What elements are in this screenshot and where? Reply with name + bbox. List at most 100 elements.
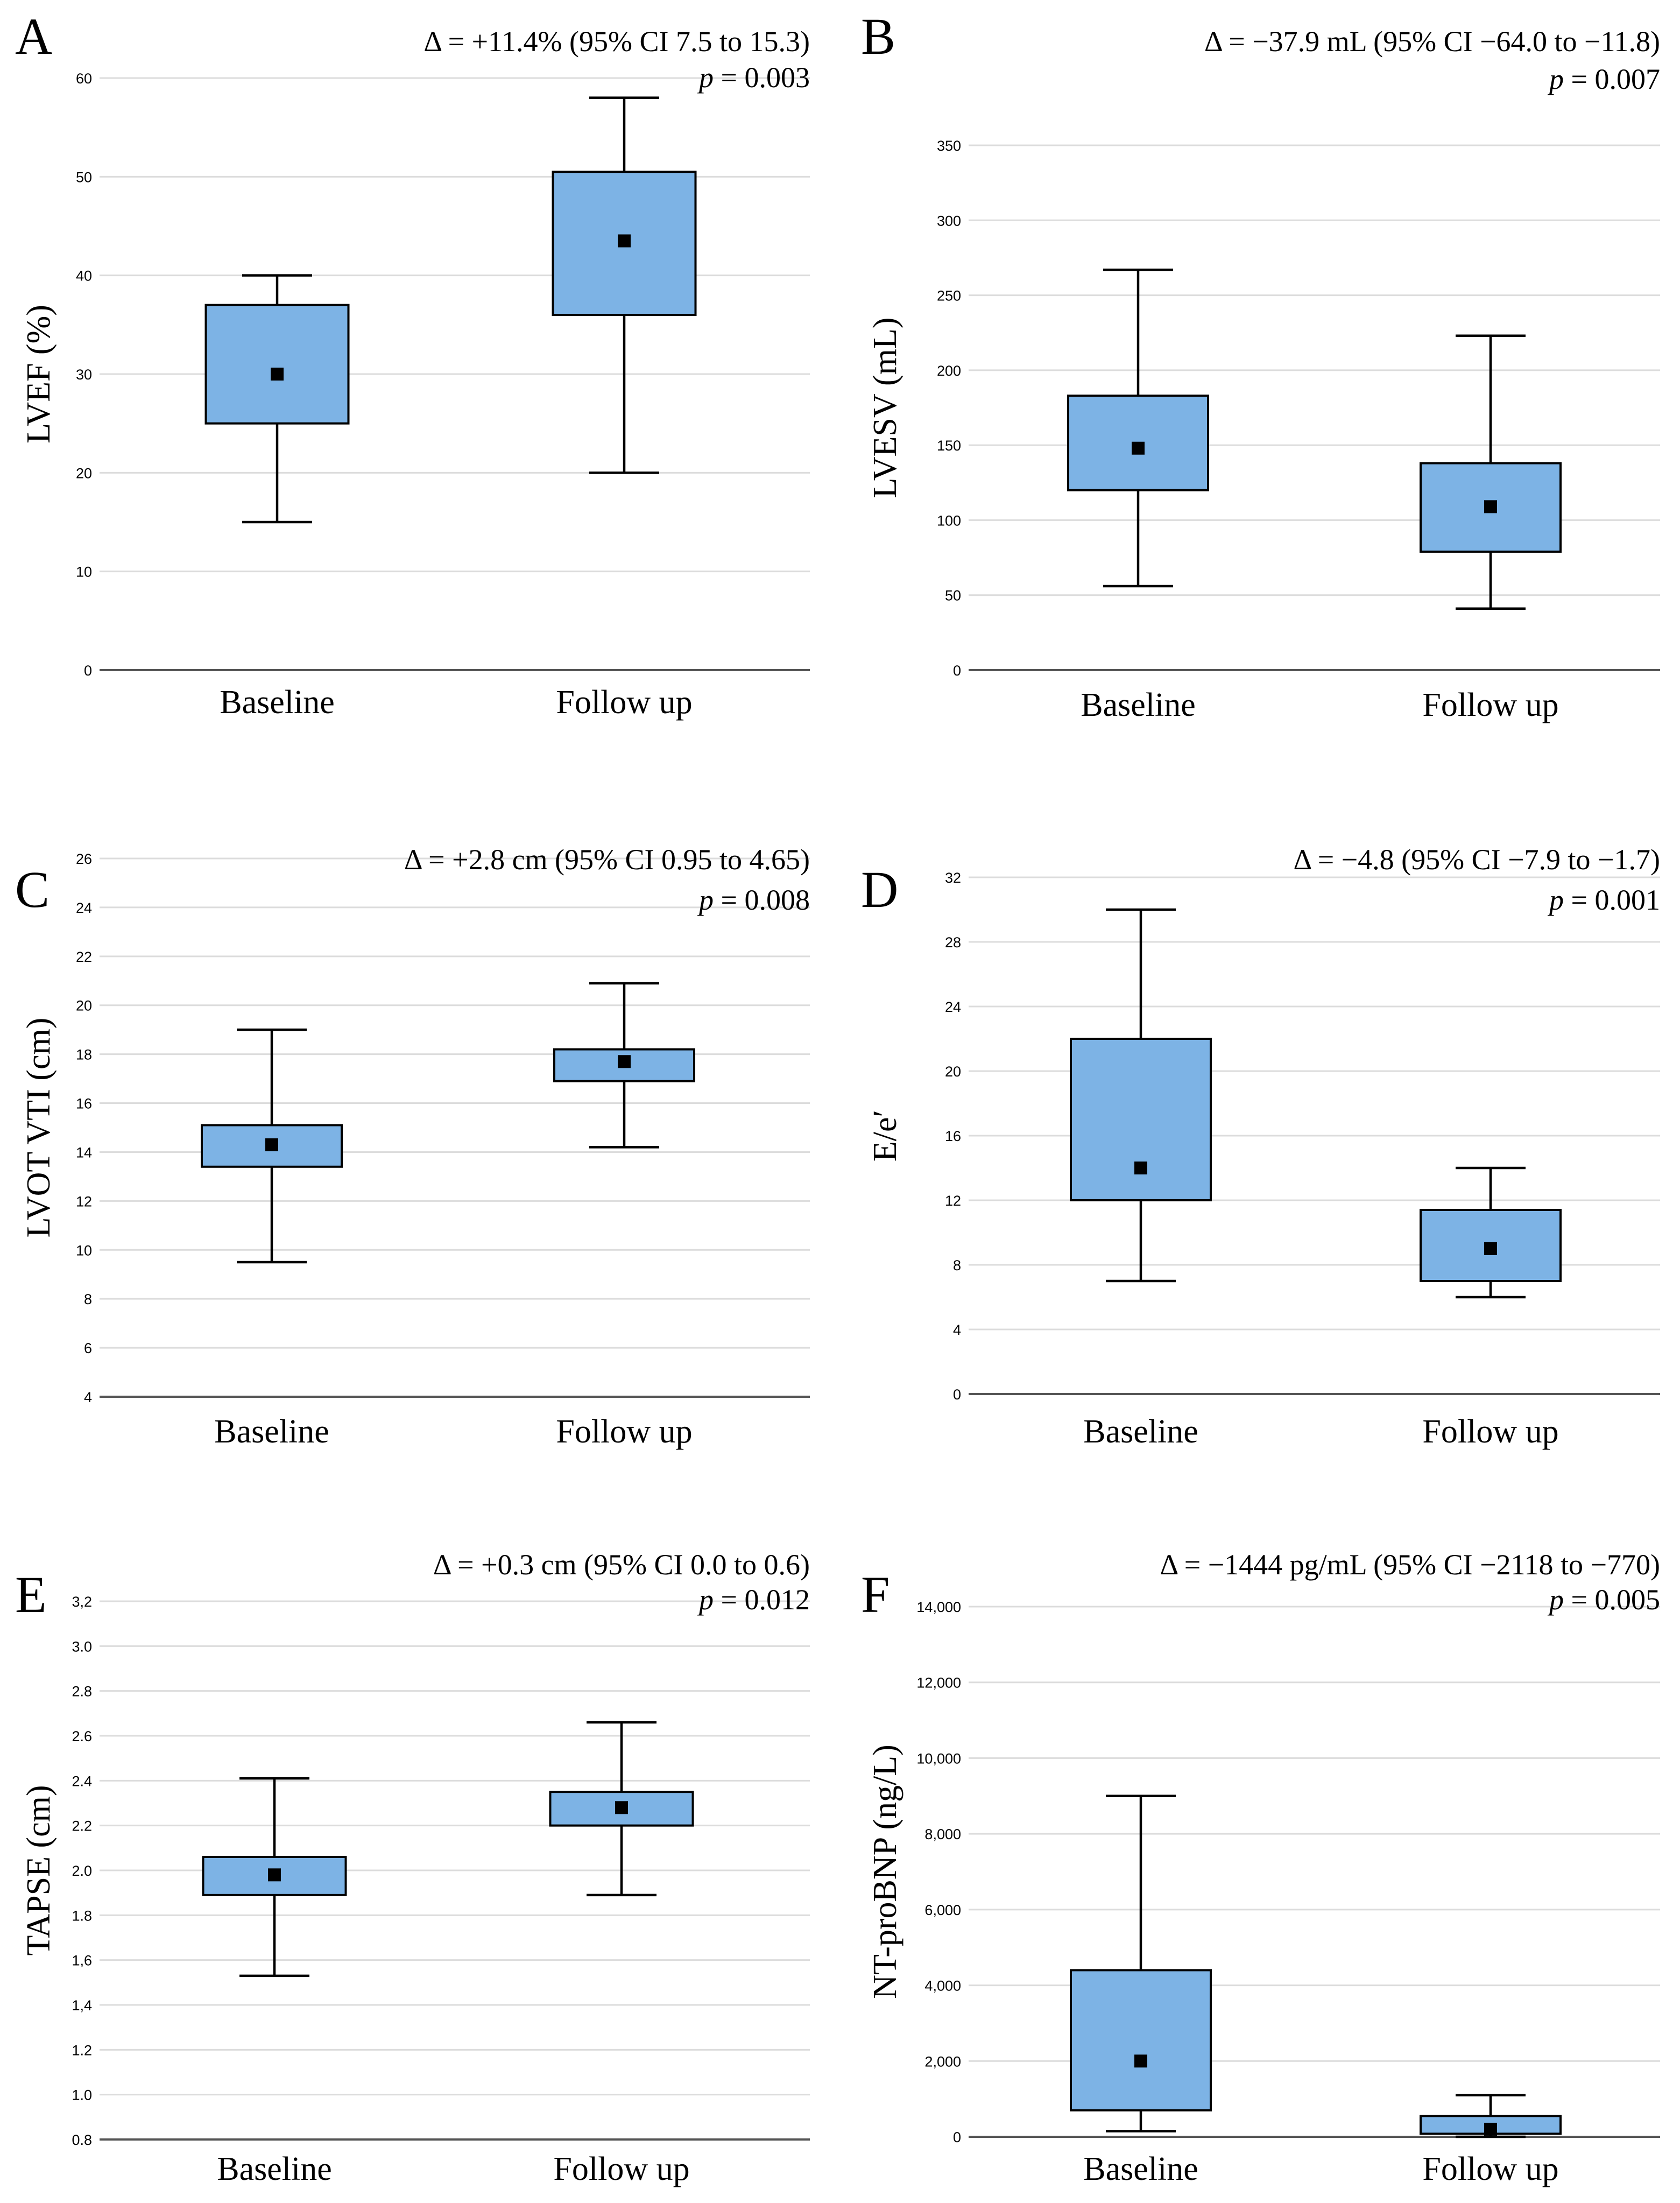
box-baseline — [1067, 268, 1209, 588]
delta-annotation: Δ = −37.9 mL (95% CI −64.0 to −11.8) — [1204, 25, 1660, 58]
panel-a: 0 10 20 30 40 50 60 Baseline Follow up LVEF (%) A Δ… — [15, 8, 810, 721]
p-symbol: p — [1547, 1583, 1564, 1616]
y-tick-label: 1.0 — [72, 2087, 92, 2103]
y-tick-label: 14 — [76, 1144, 92, 1160]
y-tick-label: 20 — [76, 998, 92, 1014]
p-value: = 0.005 — [1564, 1583, 1660, 1616]
y-tick-label: 3.0 — [72, 1638, 92, 1655]
y-tick-label: 2,000 — [924, 2053, 961, 2070]
y-tick-label: 250 — [937, 288, 961, 304]
p-symbol: p — [697, 884, 714, 916]
p-value-annotation: p = 0.012 — [697, 1583, 810, 1616]
panel-b: 0 50 100 150 200 250 300 350 Baseline Follow up LV… — [861, 8, 1660, 723]
p-value: = 0.001 — [1564, 884, 1660, 916]
mean-marker — [618, 234, 631, 248]
panel-e: 0.8 1.0 1.2 1,4 1,6 1.8 2.0 2.2 2.4 2.6 2.8 3.0 3,2 B… — [15, 1549, 810, 2187]
box-baseline — [202, 1777, 347, 1977]
y-axis-label: NT-proBNP (ng/L) — [867, 1744, 903, 1998]
x-category-label: Baseline — [1081, 687, 1196, 723]
mean-marker — [1134, 2054, 1147, 2068]
y-tick-label: 30 — [76, 367, 92, 383]
mean-marker — [1134, 1162, 1147, 1174]
y-tick-label: 10,000 — [916, 1750, 961, 1766]
box-follow-up — [1420, 2094, 1562, 2138]
y-tick-label: 4 — [953, 1322, 961, 1338]
x-category-label: Baseline — [1083, 2151, 1198, 2187]
mean-marker — [615, 1801, 628, 1814]
delta-annotation: Δ = +0.3 cm (95% CI 0.0 to 0.6) — [433, 1549, 810, 1581]
mean-marker — [618, 1055, 631, 1068]
y-tick-label: 0 — [84, 663, 92, 679]
y-tick-label: 16 — [76, 1096, 92, 1112]
y-tick-label: 10 — [76, 1242, 92, 1258]
y-tick-label: 8 — [953, 1257, 961, 1273]
y-tick-label: 60 — [76, 71, 92, 87]
y-tick-label: 32 — [945, 870, 961, 886]
mean-marker — [1484, 2122, 1497, 2136]
panel-c: 4 6 8 10 12 14 16 18 20 22 24 26 Baseline Follow up LV… — [15, 843, 810, 1450]
x-category-label: Baseline — [214, 1413, 329, 1450]
y-tick-label: 2.2 — [72, 1818, 92, 1834]
p-value: = 0.003 — [714, 61, 810, 94]
box-follow-up — [553, 982, 695, 1149]
x-category-label: Follow up — [1422, 687, 1558, 723]
delta-annotation: Δ = −4.8 (95% CI −7.9 to −1.7) — [1293, 843, 1660, 876]
p-value: = 0.012 — [714, 1583, 810, 1616]
y-tick-label: 6,000 — [924, 1902, 961, 1918]
y-tick-label: 0 — [953, 1386, 961, 1403]
p-value: = 0.008 — [714, 884, 810, 916]
p-value-annotation: p = 0.005 — [1547, 1583, 1660, 1616]
y-tick-label: 1.2 — [72, 2042, 92, 2058]
iqr-box — [1070, 1969, 1212, 2111]
y-tick-label: 24 — [945, 999, 961, 1015]
mean-marker — [268, 1868, 281, 1882]
box-follow-up — [1420, 1166, 1562, 1299]
y-tick-label: 1,6 — [72, 1953, 92, 1969]
x-category-label: Follow up — [556, 684, 692, 721]
y-tick-label: 0 — [953, 2129, 961, 2145]
y-tick-label: 12,000 — [916, 1675, 961, 1691]
y-tick-label: 1.8 — [72, 1908, 92, 1924]
p-value-annotation: p = 0.007 — [1547, 63, 1660, 95]
y-tick-label: 50 — [945, 588, 961, 604]
panel-f: 0 2,000 4,000 6,000 8,000 10,000 12,000 14,000 B… — [861, 1549, 1660, 2187]
y-tick-label: 8 — [84, 1291, 92, 1307]
y-tick-label: 20 — [945, 1064, 961, 1080]
y-tick-label: 8,000 — [924, 1826, 961, 1842]
y-axis-label: LVEF (%) — [20, 305, 57, 444]
y-tick-label: 2.4 — [72, 1773, 92, 1789]
delta-annotation: Δ = −1444 pg/mL (95% CI −2118 to −770) — [1160, 1549, 1661, 1581]
mean-marker — [265, 1138, 278, 1151]
panel-letter: E — [15, 1566, 47, 1623]
y-tick-label: 100 — [937, 512, 961, 529]
y-tick-label: 2.0 — [72, 1863, 92, 1879]
box-baseline — [201, 1028, 343, 1264]
delta-annotation: Δ = +2.8 cm (95% CI 0.95 to 4.65) — [404, 843, 810, 876]
y-tick-label: 2.6 — [72, 1728, 92, 1744]
p-value-annotation: p = 0.003 — [697, 61, 810, 94]
y-tick-label: 20 — [76, 465, 92, 481]
box-baseline — [204, 274, 350, 524]
y-tick-label: 200 — [937, 363, 961, 379]
p-symbol: p — [697, 61, 714, 94]
iqr-box — [204, 304, 350, 425]
y-tick-label: 150 — [937, 438, 961, 454]
y-tick-label: 12 — [76, 1193, 92, 1209]
box-follow-up — [1420, 334, 1562, 610]
p-value-annotation: p = 0.001 — [1547, 884, 1660, 916]
box-follow-up — [549, 1721, 694, 1897]
p-symbol: p — [697, 1583, 714, 1616]
panel-letter: D — [861, 861, 898, 918]
y-axis-label: LVESV (mL) — [867, 318, 903, 498]
y-tick-label: 0 — [953, 663, 961, 679]
y-tick-label: 24 — [76, 900, 92, 916]
x-category-label: Follow up — [556, 1413, 692, 1450]
box-follow-up — [552, 96, 697, 474]
mean-marker — [1484, 500, 1497, 513]
y-tick-label: 22 — [76, 949, 92, 965]
box-baseline — [1070, 1794, 1212, 2132]
panel-letter: F — [861, 1566, 890, 1623]
p-symbol: p — [1547, 63, 1564, 95]
p-value: = 0.007 — [1564, 63, 1660, 95]
